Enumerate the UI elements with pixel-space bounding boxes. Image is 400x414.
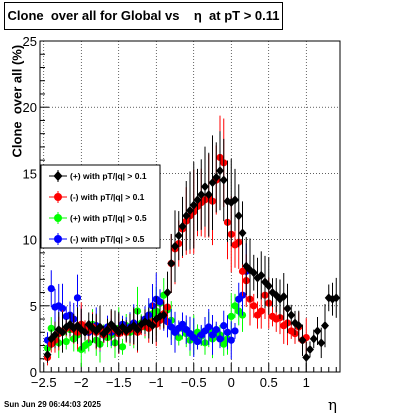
x-tick-label: 0.5 [260, 375, 278, 390]
data-point [204, 190, 213, 200]
data-point [317, 338, 326, 348]
data-point [175, 333, 183, 342]
data-point [231, 195, 239, 205]
data-point [51, 330, 59, 340]
data-point [81, 327, 89, 337]
y-axis-label: Clone over all (%) [9, 44, 25, 158]
data-point [212, 326, 220, 334]
timestamp: Sun Jun 29 06:44:03 2025 [4, 400, 101, 409]
data-point [234, 211, 243, 221]
data-point [178, 221, 187, 231]
y-tick-label: 15 [23, 166, 37, 181]
data-point [309, 334, 318, 344]
plot-frame [39, 40, 341, 373]
data-point [227, 336, 235, 344]
data-point [279, 292, 288, 302]
data-point [332, 293, 340, 303]
data-point [118, 343, 127, 351]
data-point [96, 322, 104, 332]
data-point [163, 288, 172, 298]
data-point [58, 327, 67, 337]
x-tick-label: −2 [74, 375, 89, 390]
data-point [62, 337, 70, 346]
data-point [47, 324, 55, 332]
data-point [43, 350, 52, 360]
legend-label: (-) with pT/|q| > 0.5 [70, 234, 145, 244]
data-point [186, 205, 194, 215]
legend-label: (+) with pT/|q| > 0.1 [70, 171, 147, 181]
data-point [306, 344, 314, 354]
data-point [171, 241, 179, 251]
data-point [47, 284, 55, 293]
legend-marker [54, 214, 62, 222]
legend-marker [54, 235, 62, 243]
legend-label: (-) with pT/|q| > 0.1 [70, 192, 145, 202]
data-point [223, 328, 232, 336]
data-point [219, 175, 228, 185]
data-point [133, 325, 142, 335]
data-point [159, 310, 168, 320]
legend-marker [53, 171, 63, 181]
x-tick-label: −1 [149, 375, 164, 390]
legend-marker [54, 193, 62, 201]
data-point [208, 178, 217, 188]
data-point [220, 340, 228, 348]
data-point [178, 320, 187, 328]
data-point [156, 298, 164, 306]
data-point [257, 270, 266, 280]
data-point [220, 322, 228, 330]
data-point [201, 182, 209, 192]
data-point [167, 258, 176, 268]
x-tick-label: −0.5 [181, 375, 207, 390]
x-tick-label: −2.5 [31, 375, 57, 390]
data-point [238, 267, 247, 275]
data-point [250, 302, 258, 310]
legend-label: (+) with pT/|q| > 0.5 [70, 213, 147, 223]
legend-box [40, 164, 161, 249]
data-point [197, 190, 206, 200]
data-point [148, 321, 157, 331]
data-point [298, 335, 307, 345]
data-point [216, 166, 224, 176]
chart-title: Clone over all for Global vs η at pT > 0… [4, 2, 283, 30]
x-tick-label: 1 [303, 375, 310, 390]
data-point [216, 335, 224, 343]
y-tick-label: 0 [30, 365, 37, 380]
data-point [238, 228, 247, 238]
y-tick-label: 20 [23, 100, 37, 115]
data-point [208, 331, 217, 339]
data-point [73, 294, 82, 302]
y-tick-label: 5 [30, 299, 37, 314]
data-point [205, 323, 213, 331]
data-point [212, 172, 221, 182]
data-point [313, 326, 322, 336]
data-point [264, 281, 273, 291]
data-point [283, 303, 292, 313]
data-point [257, 307, 265, 315]
data-point [58, 304, 67, 313]
x-axis-label: η [328, 396, 337, 414]
x-tick-label: −1.5 [106, 375, 132, 390]
data-point [193, 195, 202, 205]
data-point [321, 321, 329, 331]
y-tick-label: 25 [23, 34, 37, 49]
x-tick-label: 0 [228, 375, 235, 390]
data-point [167, 323, 175, 331]
data-point [294, 321, 303, 331]
data-point [302, 352, 311, 362]
data-point [103, 325, 112, 335]
data-point [189, 200, 198, 210]
data-point [193, 337, 202, 346]
data-point [249, 268, 258, 278]
data-point [85, 339, 93, 347]
data-point [174, 231, 183, 241]
data-point [231, 327, 239, 335]
data-point [227, 312, 235, 320]
data-point [287, 310, 296, 320]
data-point [231, 302, 239, 310]
y-tick-label: 10 [23, 233, 37, 248]
data-point [182, 211, 191, 221]
data-point [114, 327, 123, 337]
